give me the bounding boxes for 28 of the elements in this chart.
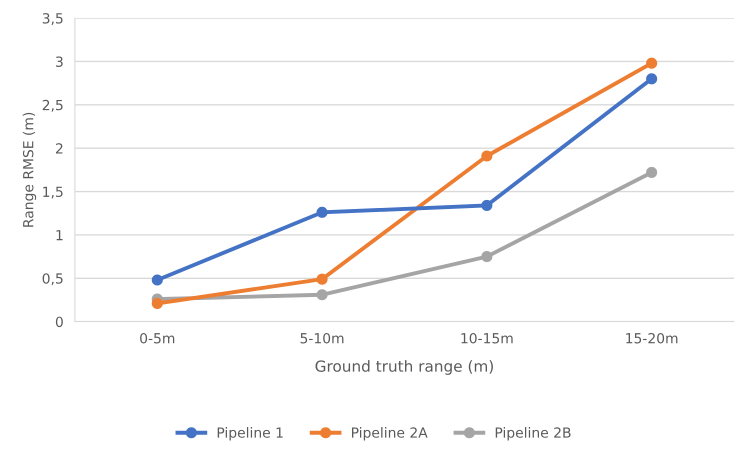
point <box>481 200 492 211</box>
x-tick-label: 10-15m <box>461 332 513 344</box>
x-tick-label: 0-5m <box>140 332 174 344</box>
point <box>481 150 492 162</box>
point <box>152 274 163 286</box>
x-axis-title: Ground truth range (m) <box>316 360 493 375</box>
point <box>646 166 658 178</box>
y-tick-label: 1 <box>56 230 63 240</box>
y-tick-label: 1,5 <box>43 186 63 198</box>
y-tick-label: 2,5 <box>42 100 63 112</box>
x-tick-label: 5-10m <box>300 332 344 344</box>
point <box>481 251 492 262</box>
y-tick-label: 0 <box>56 316 63 328</box>
y-tick-label: 3 <box>56 56 63 67</box>
y-tick-label: 0,5 <box>42 273 63 286</box>
y-tick-label: 2 <box>56 143 62 154</box>
y-tick-label: 3,5 <box>42 13 63 26</box>
point <box>316 289 328 300</box>
legend-label: Pipeline 2B <box>496 427 571 440</box>
point <box>316 274 328 285</box>
point <box>646 58 658 69</box>
point <box>316 206 328 218</box>
legend-label: Pipeline 1 <box>218 427 283 440</box>
legend-label: Pipeline 2A <box>352 427 428 440</box>
point <box>152 298 163 309</box>
point <box>646 73 658 84</box>
x-tick-label: 15-20m <box>626 332 678 344</box>
y-axis-title: Range RMSE (m) <box>22 112 36 227</box>
